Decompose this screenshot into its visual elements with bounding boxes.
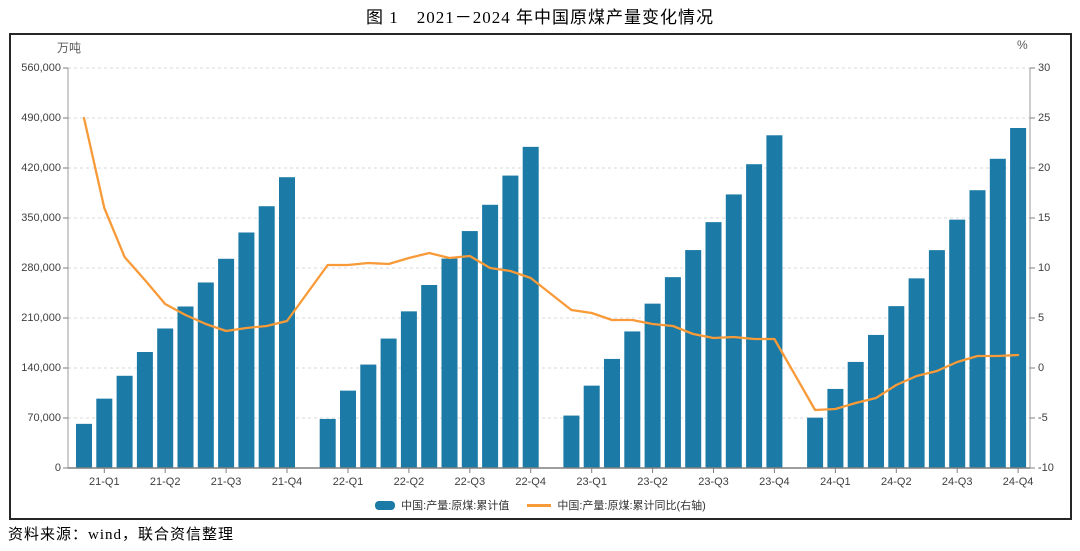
bar [746, 164, 763, 468]
bar [177, 306, 194, 468]
x-axis-tick-label: 24-Q3 [941, 476, 973, 488]
bar [604, 358, 620, 468]
x-axis-tick-label: 21-Q4 [271, 476, 303, 488]
y-axis-tick-label: 30 [1038, 62, 1051, 74]
bar [279, 177, 295, 468]
x-axis-tick-label: 21-Q2 [149, 476, 181, 488]
bar [157, 328, 174, 468]
bar [197, 282, 214, 468]
bar [421, 285, 438, 468]
bar [868, 334, 884, 468]
legend-line-swatch-icon [527, 503, 552, 507]
legend-bar-label: 中国:产量:原煤:累计值 [401, 500, 510, 512]
y-axis-tick-label: 280,000 [21, 262, 61, 274]
legend-item-bar: 中国:产量:原煤:累计值 [375, 497, 509, 513]
y-axis-tick-label: 20 [1038, 162, 1051, 174]
bar [989, 158, 1006, 468]
x-axis-tick-label: 24-Q1 [820, 476, 851, 488]
x-axis-tick-label: 22-Q3 [454, 476, 486, 488]
x-axis-tick-label: 22-Q1 [332, 476, 364, 488]
y-axis-tick-label: 140,000 [21, 362, 61, 374]
bar [319, 418, 336, 468]
x-axis-tick-label: 22-Q4 [515, 476, 546, 488]
y-axis-tick-label: 70,000 [27, 412, 61, 424]
legend-item-line: 中国:产量:原煤:累计同比(右轴) [527, 497, 706, 513]
bar [725, 194, 742, 468]
x-axis-tick-label: 24-Q4 [1002, 476, 1034, 488]
bar [340, 390, 356, 468]
y-axis-tick-label: 420,000 [21, 162, 61, 174]
bar [583, 385, 600, 468]
y-axis-tick-label: 0 [54, 462, 61, 474]
bar [76, 423, 92, 468]
x-axis-tick-label: 21-Q1 [89, 476, 120, 488]
x-axis-tick-label: 21-Q3 [210, 476, 242, 488]
bar [238, 232, 255, 468]
y-axis-tick-label: 560,000 [21, 62, 61, 74]
plot-area [63, 67, 1035, 473]
bar [827, 388, 844, 468]
y-axis-tick-label: -5 [1038, 412, 1048, 424]
bar [461, 231, 478, 468]
yoy-line [82, 116, 1020, 412]
y-axis-tick-label: 5 [1038, 312, 1045, 324]
bar [96, 398, 113, 468]
bar [685, 250, 702, 468]
bar [644, 303, 661, 468]
legend-bar-swatch-icon [375, 500, 396, 510]
y-axis-tick-label: 350,000 [21, 212, 61, 224]
x-axis-tick-label: 23-Q3 [698, 476, 729, 488]
bar [807, 417, 824, 468]
chart-container: 万吨 % 0 70,000 140,000 210,000 280,000 350,000… [9, 33, 1072, 520]
y-axis-tick-label: 25 [1038, 112, 1051, 124]
bar [664, 277, 681, 468]
x-axis-tick-label: 23-Q2 [637, 476, 668, 488]
bar [949, 219, 966, 468]
legend-line-label: 中国:产量:原煤:累计同比(右轴) [557, 500, 706, 512]
bar [116, 375, 133, 468]
bar [441, 258, 458, 468]
source-note: 资料来源：wind，联合资信整理 [8, 527, 235, 543]
legend: 中国:产量:原煤:累计值 中国:产量:原煤:累计同比(右轴) [11, 496, 1070, 514]
bar [400, 311, 417, 468]
left-axis-unit: 万吨 [56, 41, 81, 55]
bar [258, 206, 275, 468]
x-axis-tick-label: 23-Q4 [759, 476, 790, 488]
y-axis-tick-label: 490,000 [21, 112, 61, 124]
bar [928, 250, 945, 468]
y-axis-tick-label: 210,000 [21, 312, 61, 324]
y-axis-tick-label: 0 [1038, 362, 1045, 374]
bar [705, 222, 722, 468]
bar [136, 352, 153, 468]
x-axis-tick-label: 23-Q1 [576, 476, 607, 488]
bar [502, 175, 519, 469]
right-axis-unit: % [1017, 38, 1028, 52]
bar [360, 364, 377, 468]
bar [482, 204, 499, 469]
bar [218, 258, 235, 468]
bar [908, 278, 925, 468]
y-axis-tick-label: 10 [1038, 262, 1051, 274]
bar [1010, 128, 1027, 468]
bar [847, 361, 864, 468]
bar [624, 331, 641, 468]
x-axis-tick-label: 22-Q2 [393, 476, 425, 488]
bar [380, 338, 397, 468]
y-axis-tick-label: 15 [1038, 212, 1051, 224]
bar [563, 415, 580, 468]
x-axis-tick-label: 24-Q2 [881, 476, 912, 488]
bar [888, 306, 905, 468]
y-axis-tick-label: -10 [1038, 462, 1054, 474]
bar [969, 190, 986, 468]
chart-title: 图 1 2021－2024 年中国原煤产量变化情况 [366, 8, 714, 27]
bar [522, 146, 539, 468]
bar [766, 135, 783, 468]
